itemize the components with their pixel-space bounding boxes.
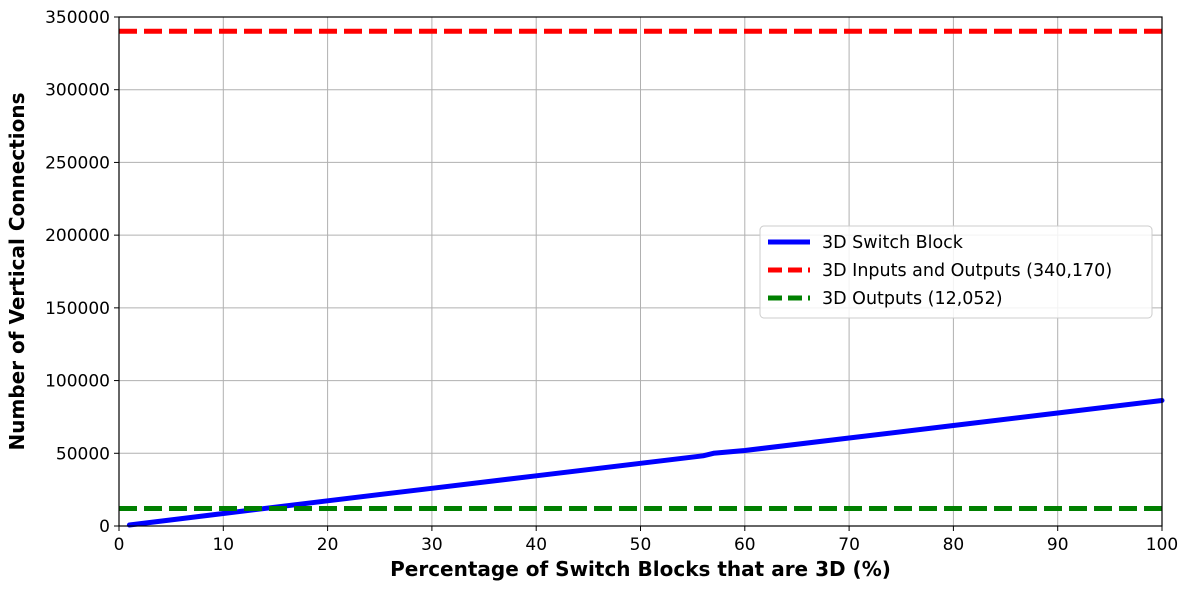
y-tick-label: 200000 bbox=[45, 226, 110, 246]
y-tick-label: 0 bbox=[99, 517, 110, 537]
legend-box bbox=[759, 225, 1153, 319]
x-tick-label: 50 bbox=[630, 535, 652, 555]
x-tick-label: 100 bbox=[1146, 535, 1178, 555]
legend-label: 3D Inputs and Outputs (340,170) bbox=[822, 261, 1112, 281]
y-tick-label: 150000 bbox=[45, 299, 110, 319]
y-tick-label: 100000 bbox=[45, 372, 110, 392]
x-tick-label: 90 bbox=[1047, 535, 1069, 555]
series-group bbox=[119, 28, 1165, 528]
x-tick-label: 10 bbox=[212, 535, 234, 555]
x-tick-label: 0 bbox=[114, 535, 125, 555]
x-tick-label: 70 bbox=[838, 535, 860, 555]
legend-label: 3D Outputs (12,052) bbox=[822, 289, 1003, 309]
y-tick-label: 50000 bbox=[56, 444, 110, 464]
x-tick-label: 60 bbox=[734, 535, 756, 555]
axis-ticks: 0 10 20 30 40 50 60 70 80 90 100 0 50000 100000 150000… bbox=[45, 8, 1178, 555]
x-tick-label: 30 bbox=[421, 535, 443, 555]
x-tick-label: 80 bbox=[943, 535, 965, 555]
y-tick-label: 250000 bbox=[45, 153, 110, 173]
y-tick-label: 350000 bbox=[45, 8, 110, 28]
legend: 3D Switch Block 3D Inputs and Outputs (34… bbox=[759, 225, 1153, 319]
y-axis-title: Number of Vertical Connections bbox=[5, 93, 29, 451]
y-tick-label: 300000 bbox=[45, 81, 110, 101]
x-tick-label: 20 bbox=[317, 535, 339, 555]
legend-label: 3D Switch Block bbox=[822, 233, 964, 253]
series-line-0 bbox=[126, 398, 1165, 528]
x-tick-label: 40 bbox=[525, 535, 547, 555]
x-axis-title: Percentage of Switch Blocks that are 3D … bbox=[390, 557, 891, 581]
